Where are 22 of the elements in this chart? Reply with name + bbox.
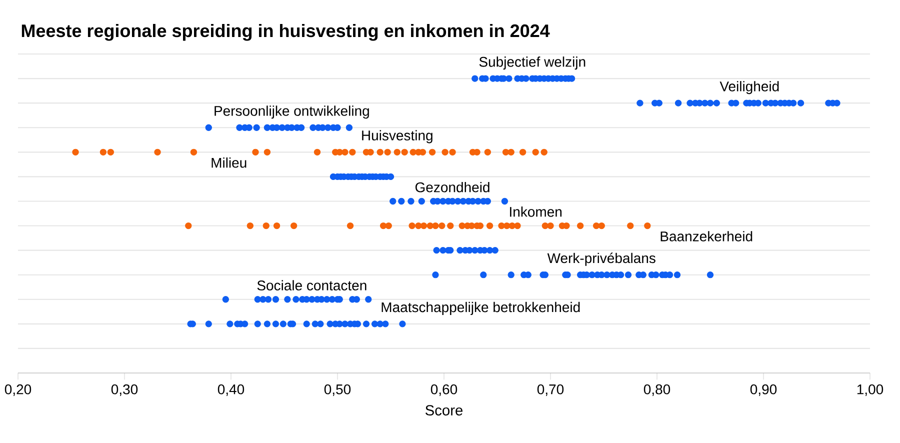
x-tick-label: 1,00: [857, 384, 884, 396]
x-tick-label: 0,20: [4, 384, 32, 396]
x-tick-label: 0,50: [324, 384, 351, 396]
y-tick-label: Gezondheid: [415, 182, 490, 192]
y-tick-label: Subjectief welzijn: [479, 56, 586, 70]
x-tick-label: 0,80: [644, 384, 670, 396]
y-tick-label: Veiligheid: [720, 81, 779, 94]
y-tick-label: Baanzekerheid: [660, 231, 752, 242]
y-tick-label: Sociale contacten: [257, 280, 366, 290]
x-tick-label: 0,40: [218, 384, 244, 396]
y-tick-label: Huisvesting: [362, 130, 432, 144]
x-tick-label: 0,70: [537, 384, 564, 396]
chart-title: Meeste regionale spreiding in huisvesting en inkomen in 2024: [22, 24, 550, 41]
x-tick-label: 0,60: [430, 384, 458, 396]
y-tick-label: Werk-privébalans: [547, 252, 656, 266]
x-tick-label: 0,90: [750, 384, 777, 396]
y-tick-label: Inkomen: [510, 206, 562, 217]
x-axis-title: Score: [426, 405, 462, 416]
y-tick-label: Maatschappelijke betrokkenheid: [382, 302, 580, 315]
y-tick-label: Milieu: [212, 157, 246, 168]
x-tick-label: 0,30: [111, 384, 138, 396]
y-tick-label: Persoonlijke ontwikkeling: [214, 106, 369, 119]
